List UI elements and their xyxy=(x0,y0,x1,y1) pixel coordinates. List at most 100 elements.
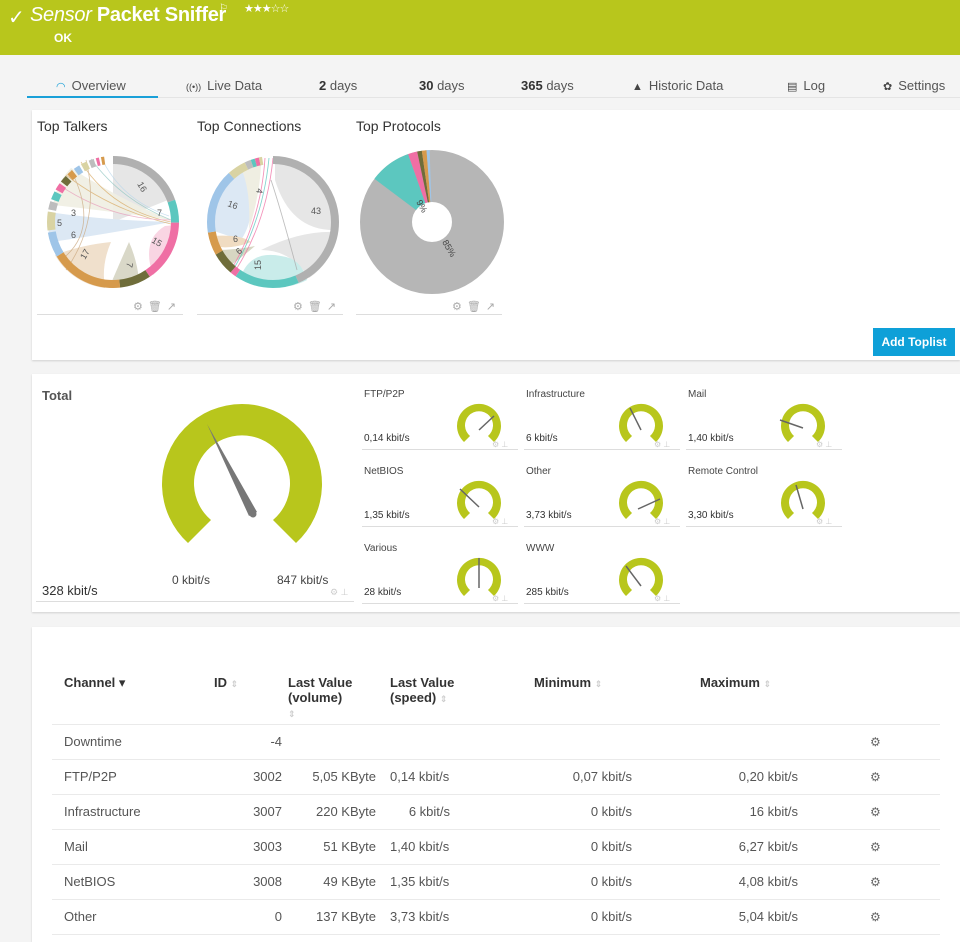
tab-number: 30 xyxy=(419,78,434,93)
mini-gauge[interactable] xyxy=(778,402,828,446)
tab-2-days[interactable]: 2 days xyxy=(319,78,357,93)
column-maximum[interactable]: Maximum ⇕ xyxy=(632,659,798,725)
cell-channel[interactable]: Infrastructure xyxy=(64,794,214,830)
chord-diagram[interactable]: 16 7 15 7 17 6 5 3 xyxy=(41,150,185,294)
total-gauge[interactable] xyxy=(152,394,332,554)
channel-settings-icon[interactable]: ⚙ xyxy=(870,840,881,854)
tab-historic-data[interactable]: ▲ Historic Data xyxy=(632,78,723,93)
channel-settings-icon[interactable]: ⚙ xyxy=(870,875,881,889)
column-channel[interactable]: Channel ▾ xyxy=(64,659,214,725)
mini-gauge[interactable] xyxy=(778,479,828,523)
mini-gauge[interactable] xyxy=(616,556,666,600)
gauge-actions[interactable]: ⚙ ⊥ xyxy=(654,440,671,449)
tab-30-days[interactable]: 30 days xyxy=(419,78,465,93)
column-minimum[interactable]: Minimum ⇕ xyxy=(466,659,632,725)
priority-stars[interactable]: ★★★☆☆ xyxy=(244,3,289,15)
table-row[interactable]: Downtime -4 ⚙ xyxy=(52,724,940,760)
mini-gauge[interactable] xyxy=(616,402,666,446)
toplist-top-protocols[interactable]: Top Protocols 85% 9% ⚙🗑↗ xyxy=(356,118,504,315)
gauge-value: 6 kbit/s xyxy=(526,433,558,444)
gauge-actions[interactable]: ⚙ ⊥ xyxy=(816,517,833,526)
svg-text:5: 5 xyxy=(57,218,62,228)
delete-icon[interactable]: 🗑 xyxy=(466,301,486,313)
donut-chart[interactable]: 85% 9% xyxy=(360,150,504,294)
toplist-actions[interactable]: ⚙🗑↗ xyxy=(133,300,181,313)
open-external-icon[interactable]: ↗ xyxy=(326,301,341,313)
cell-channel[interactable]: Downtime xyxy=(64,724,214,760)
table-row[interactable]: Infrastructure 3007 220 KByte 6 kbit/s 0… xyxy=(52,794,940,830)
mini-gauge[interactable] xyxy=(616,479,666,523)
channel-settings-icon[interactable]: ⚙ xyxy=(870,910,881,924)
toplist-actions[interactable]: ⚙🗑↗ xyxy=(293,300,341,313)
gauges-panel: Total 328 kbit/s 0 kbit/s 847 kbit/s ⚙ ⊥… xyxy=(32,374,960,612)
gauge-remote-control[interactable]: Remote Control 3,30 kbit/s ⚙ ⊥ xyxy=(686,457,842,527)
channel-settings-icon[interactable]: ⚙ xyxy=(870,805,881,819)
table-row[interactable]: NetBIOS 3008 49 KByte 1,35 kbit/s 0 kbit… xyxy=(52,864,940,900)
gauge-ftp-p2p[interactable]: FTP/P2P 0,14 kbit/s ⚙ ⊥ xyxy=(362,380,518,450)
gauge-other[interactable]: Other 3,73 kbit/s ⚙ ⊥ xyxy=(524,457,680,527)
flag-icon[interactable]: ⚐ xyxy=(219,3,228,14)
gauge-actions[interactable]: ⚙ ⊥ xyxy=(492,594,509,603)
tab-365-days[interactable]: 365 days xyxy=(521,78,574,93)
gauge-actions[interactable]: ⚙ ⊥ xyxy=(816,440,833,449)
divider xyxy=(524,603,680,604)
table-row[interactable]: Mail 3003 51 KByte 1,40 kbit/s 0 kbit/s … xyxy=(52,829,940,865)
pin-icon[interactable]: ⊥ xyxy=(340,587,349,597)
cell-volume: 5,05 KByte xyxy=(288,759,376,795)
table-row[interactable]: FTP/P2P 3002 5,05 KByte 0,14 kbit/s 0,07… xyxy=(52,759,940,795)
cell-id: 0 xyxy=(214,899,288,935)
gauge-title: FTP/P2P xyxy=(364,389,405,400)
column-last-value-volume[interactable]: Last Value (volume) ⇕ xyxy=(288,659,376,725)
chord-diagram[interactable]: 43 15 6 6 16 4 xyxy=(201,150,345,294)
gauge-actions[interactable]: ⚙ ⊥ xyxy=(330,587,348,598)
settings-icon[interactable]: ⚙ xyxy=(132,301,148,313)
tab-divider xyxy=(158,97,960,98)
toplist-actions[interactable]: ⚙🗑↗ xyxy=(452,300,500,313)
mini-gauge[interactable] xyxy=(454,402,504,446)
delete-icon[interactable]: 🗑 xyxy=(147,301,167,313)
gauge-mail[interactable]: Mail 1,40 kbit/s ⚙ ⊥ xyxy=(686,380,842,450)
cell-channel[interactable]: Other xyxy=(64,899,214,935)
header-label: ID xyxy=(214,675,227,690)
header-label: (volume) xyxy=(288,690,343,705)
toplist-top-talkers[interactable]: Top Talkers xyxy=(37,118,183,315)
gauge-value: 1,40 kbit/s xyxy=(688,433,734,444)
tab-overview[interactable]: ◠ Overview xyxy=(56,78,126,93)
gauge-various[interactable]: Various 28 kbit/s ⚙ ⊥ xyxy=(362,534,518,604)
settings-icon[interactable]: ⚙ xyxy=(292,301,308,313)
open-external-icon[interactable]: ↗ xyxy=(485,301,500,313)
mini-gauge[interactable] xyxy=(454,479,504,523)
cell-channel[interactable]: FTP/P2P xyxy=(64,759,214,795)
gauge-actions[interactable]: ⚙ ⊥ xyxy=(492,440,509,449)
cell-channel[interactable]: NetBIOS xyxy=(64,864,214,900)
delete-icon[interactable]: 🗑 xyxy=(307,301,327,313)
tab-settings[interactable]: ✿ Settings xyxy=(883,78,945,93)
column-last-value-speed[interactable]: Last Value (speed) ⇕ xyxy=(376,659,466,725)
gauge-netbios[interactable]: NetBIOS 1,35 kbit/s ⚙ ⊥ xyxy=(362,457,518,527)
tab-live-data[interactable]: ((•)) Live Data xyxy=(186,78,262,93)
cell-speed: 3,73 kbit/s xyxy=(376,899,466,935)
toplist-top-connections[interactable]: Top Connections xyxy=(197,118,343,315)
add-toplist-button[interactable]: Add Toplist xyxy=(873,328,955,356)
cell-speed: 6 kbit/s xyxy=(376,794,466,830)
gauge-infrastructure[interactable]: Infrastructure 6 kbit/s ⚙ ⊥ xyxy=(524,380,680,450)
gear-icon[interactable]: ⚙ xyxy=(330,587,339,597)
cell-channel[interactable]: Mail xyxy=(64,829,214,865)
column-id[interactable]: ID ⇕ xyxy=(214,659,288,725)
channel-settings-icon[interactable]: ⚙ xyxy=(870,770,881,784)
cell-min: 0 kbit/s xyxy=(466,864,632,900)
gauge-actions[interactable]: ⚙ ⊥ xyxy=(654,517,671,526)
tab-label: Settings xyxy=(898,78,946,93)
tab-number: 365 xyxy=(521,78,543,93)
open-external-icon[interactable]: ↗ xyxy=(166,301,181,313)
channel-settings-icon[interactable]: ⚙ xyxy=(870,735,881,749)
table-row[interactable]: Other 0 137 KByte 3,73 kbit/s 0 kbit/s 5… xyxy=(52,899,940,935)
gear-icon: ✿ xyxy=(883,81,893,93)
settings-icon[interactable]: ⚙ xyxy=(451,301,467,313)
gauge-www[interactable]: WWW 285 kbit/s ⚙ ⊥ xyxy=(524,534,680,604)
gauge-actions[interactable]: ⚙ ⊥ xyxy=(654,594,671,603)
tab-log[interactable]: ▤ Log xyxy=(787,78,825,93)
mini-gauge[interactable] xyxy=(454,556,504,600)
gauge-actions[interactable]: ⚙ ⊥ xyxy=(492,517,509,526)
tab-label: days xyxy=(433,78,465,93)
